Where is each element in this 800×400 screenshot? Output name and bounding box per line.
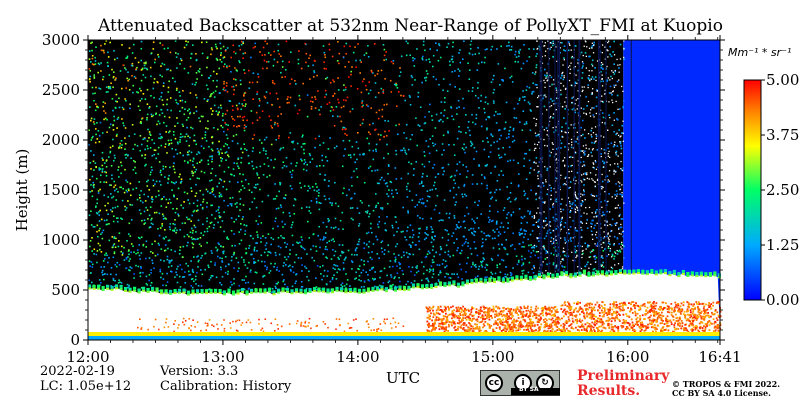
copyright-line1: © TROPOS & FMI 2022. [672, 379, 781, 389]
heatmap-field [88, 40, 722, 340]
y-tick-label: 2500 [42, 81, 80, 99]
colorbar-unit: Mm⁻¹ * sr⁻¹ [728, 46, 792, 59]
colorbar [743, 79, 762, 301]
y-tick-label: 3000 [42, 31, 80, 49]
cc-icon: cc [485, 374, 503, 392]
axes: 0 500 1000 1500 2000 2500 3000 12:00 13:00 14:00 1… [42, 31, 742, 366]
preliminary-note: Preliminary Results. [577, 369, 669, 399]
colorbar-tick-label: 0.00 [766, 291, 799, 309]
x-axis-label: UTC [386, 369, 421, 387]
lc-label: LC: 1.05e+12 [40, 379, 132, 394]
colorbar-tick-label: 2.50 [766, 181, 799, 199]
license-band: BY SA [511, 386, 560, 395]
x-tick-label: 13:00 [201, 348, 244, 366]
surface-band-upper [88, 332, 720, 336]
high-signal-region [137, 301, 722, 333]
y-tick-label: 500 [51, 281, 80, 299]
saturated-boundary-layer [88, 273, 720, 332]
version-label: Version: 3.3 [160, 364, 239, 379]
boundary-layer-edge [88, 269, 721, 296]
colorbar-ticks: 0.00 1.25 2.50 3.75 5.00 [761, 71, 799, 309]
x-tick-label: 16:00 [606, 348, 649, 366]
y-axis-label: Height (m) [13, 148, 31, 232]
colorbar-tick-label: 1.25 [766, 236, 799, 254]
y-tick-label: 0 [70, 331, 80, 349]
preliminary-line2: Results. [577, 383, 641, 399]
copyright-line2: CC BY SA 4.0 License. [672, 388, 771, 398]
colorbar-tick-label: 3.75 [766, 126, 799, 144]
colorbar-tick-label: 5.00 [766, 71, 799, 89]
y-tick-label: 1000 [42, 231, 80, 249]
y-tick-label: 1500 [42, 181, 80, 199]
backscatter-speckle [88, 40, 625, 295]
x-tick-label: 16:41 [698, 348, 741, 366]
x-tick-label: 15:00 [471, 348, 514, 366]
surface-band-lower [88, 336, 720, 340]
y-tick-label: 2000 [42, 131, 80, 149]
chart-title: Attenuated Backscatter at 532nm Near-Ran… [98, 16, 723, 36]
data-gap-columns [539, 40, 632, 275]
by-icon: i [514, 374, 532, 392]
x-tick-label: 12:00 [66, 348, 109, 366]
sa-icon: ↻ [536, 374, 554, 392]
x-tick-label: 14:00 [336, 348, 379, 366]
calibration-label: Calibration: History [160, 379, 292, 394]
preliminary-line1: Preliminary [577, 368, 670, 384]
date-label: 2022-02-19 [40, 364, 115, 379]
copyright-note: © TROPOS & FMI 2022. CC BY SA 4.0 Licens… [672, 380, 780, 398]
cc-license-badge[interactable]: cc i ↻ BY SA [480, 370, 560, 396]
license-badge-text: BY SA [519, 386, 539, 393]
